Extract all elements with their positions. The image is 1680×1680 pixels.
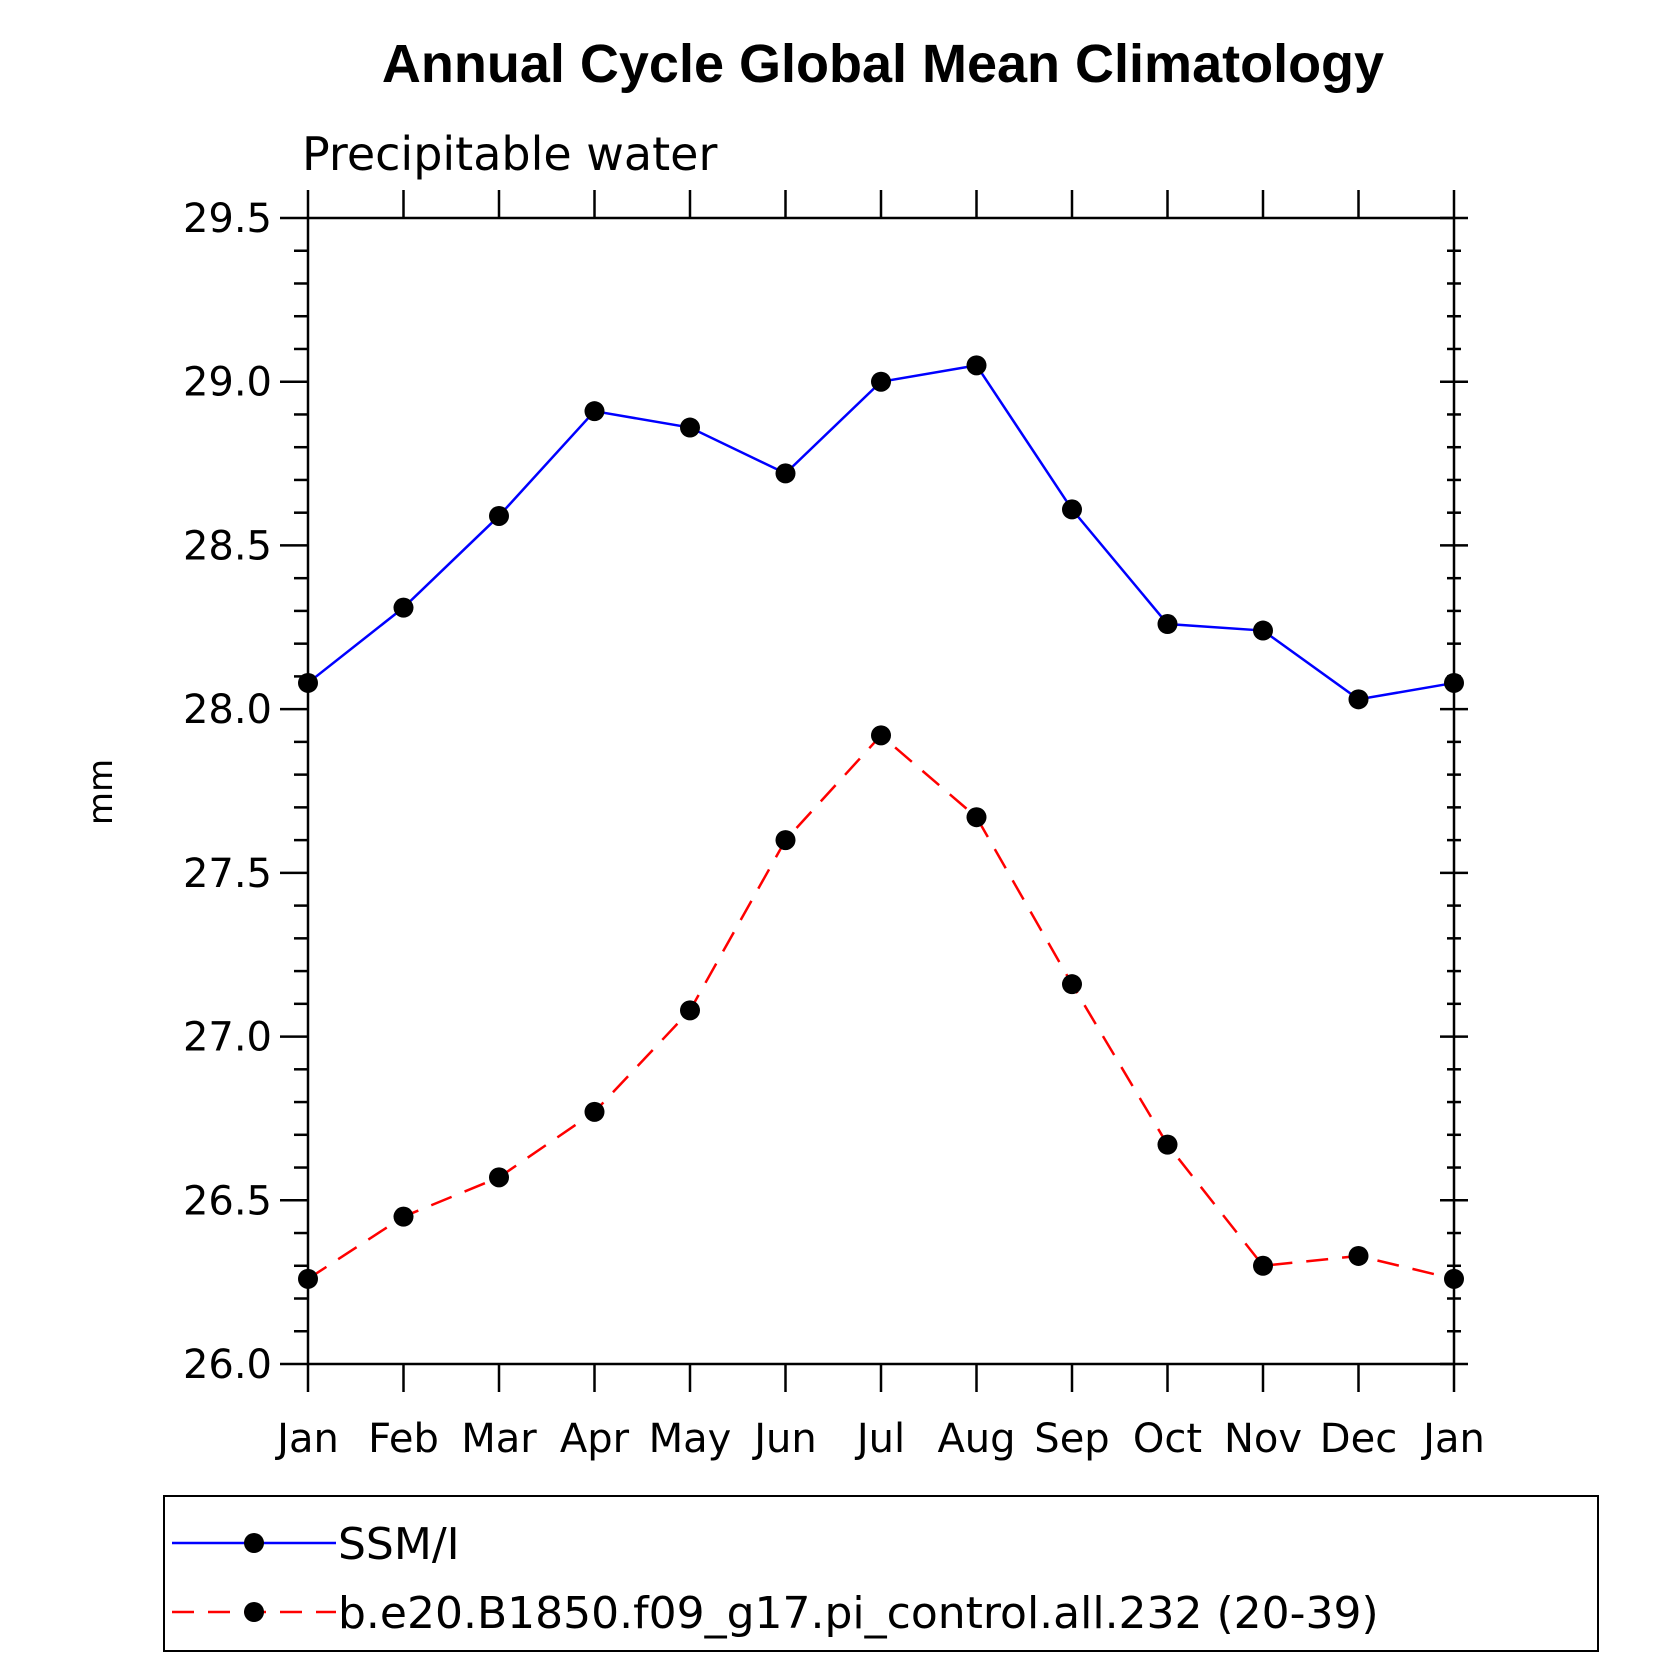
x-tick-label: Nov [1224,1416,1302,1462]
x-tick-label: Mar [461,1416,537,1462]
series-2-point [393,1206,414,1227]
x-tick-label: Jul [854,1416,905,1462]
y-tick-label: 27.5 [183,851,272,897]
series-points [298,355,1464,1289]
chart-subtitle: Precipitable water [302,127,717,181]
legend-marker-1 [244,1533,264,1553]
y-axis: 26.0 26.5 27.0 27.5 28.0 28.5 29.0 29.5 [183,196,1468,1388]
series-2-point [1157,1134,1178,1155]
series-2-point [1348,1245,1369,1266]
x-tick-label: Oct [1133,1416,1202,1462]
y-tick-label: 29.0 [183,360,272,406]
y-tick-label: 28.0 [183,687,272,733]
legend-marker-2 [244,1602,264,1622]
series-lines [307,363,1455,1281]
series-2-point [1253,1255,1273,1276]
series-line-1 [307,363,1455,701]
series-1-point [489,505,509,526]
legend-box [163,1495,1599,1652]
legend-label-2: b.e20.B1850.f09_g17.pi_control.all.232 (… [338,1588,1379,1639]
x-tick-label: Sep [1034,1416,1109,1462]
series-1-point [680,417,700,438]
chart-title: Annual Cycle Global Mean Climatology [382,34,1384,94]
x-tick-label: Aug [937,1416,1015,1462]
x-tick-label: Jun [751,1416,817,1462]
series-1-point [966,355,987,376]
series-2-point [1444,1268,1464,1289]
series-2-point [298,1268,318,1289]
series-2-point [680,1000,700,1021]
series-2-point [489,1167,509,1188]
x-axis: Jan Feb Mar Apr May Jun Jul Aug Sep Oct Nov Dec Jan [274,190,1485,1462]
legend: SSM/I b.e20.B1850.f09_g17.pi_control.all.… [172,1519,1379,1639]
x-tick-label: Jan [1420,1416,1485,1462]
y-tick-label: 27.0 [183,1015,272,1061]
series-1-point [298,672,318,693]
series-1-point [1062,499,1082,520]
y-tick-label: 29.5 [183,196,272,242]
series-2-point [584,1101,605,1122]
series-2-point [966,807,987,828]
series-line-2 [307,733,1455,1281]
series-1-point [393,597,414,618]
series-1-point [1157,614,1178,635]
y-tick-label: 26.5 [183,1178,272,1224]
x-tick-label: Dec [1320,1416,1397,1462]
y-tick-label: 26.0 [183,1342,272,1388]
series-2-point [1062,974,1082,995]
y-axis-label: mm [81,759,121,825]
x-tick-label: Feb [368,1416,439,1462]
legend-label-1: SSM/I [338,1519,460,1570]
x-tick-label: Apr [560,1416,630,1462]
series-1-point [584,401,605,422]
series-2-point [871,725,891,746]
series-2-point [775,830,796,851]
series-1-point [1444,672,1464,693]
series-1-point [1253,620,1273,641]
y-tick-label: 28.5 [183,523,272,569]
x-tick-label: Jan [274,1416,339,1462]
series-1-point [775,463,796,484]
series-1-point [871,371,891,392]
x-tick-label: May [649,1416,732,1462]
series-1-point [1348,689,1369,710]
